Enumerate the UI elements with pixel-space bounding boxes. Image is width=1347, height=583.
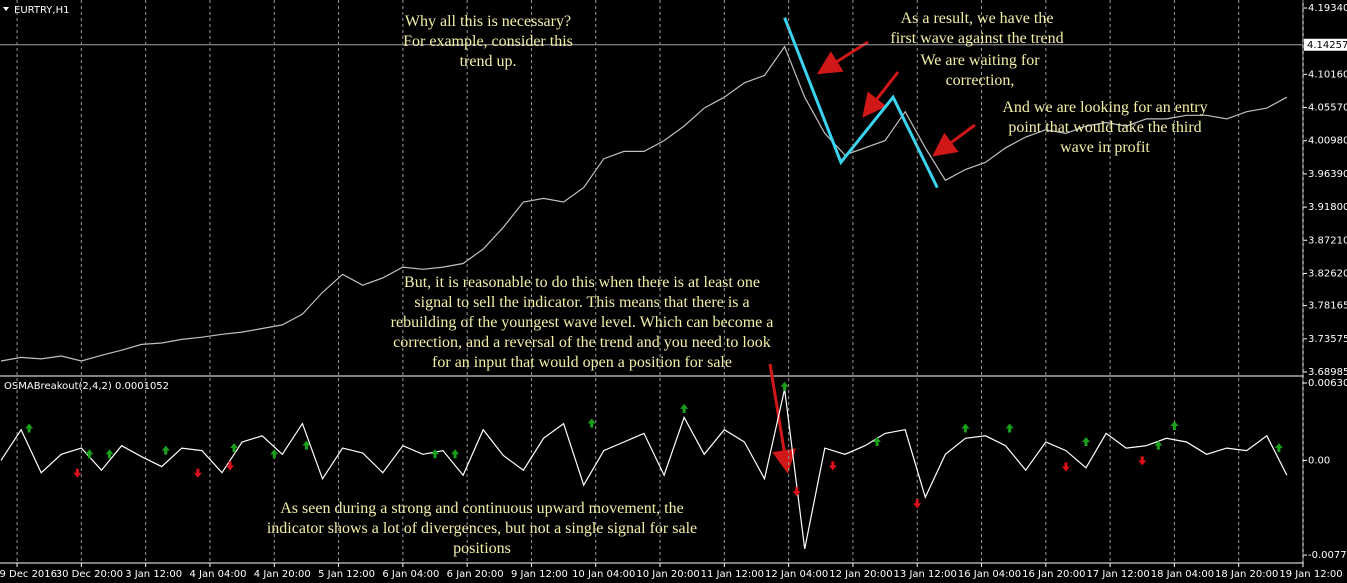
- x-tick-label: 4 Jan 20:00: [254, 569, 311, 580]
- sell-signal-arrow: [913, 499, 922, 509]
- x-tick-label: 17 Jan 12:00: [1086, 569, 1149, 580]
- buy-signal-arrow: [431, 449, 439, 459]
- annotation: We are waiting for correction,: [920, 52, 1040, 89]
- y-tick-label: 4.19340: [1308, 3, 1347, 14]
- buy-signal-arrow: [1274, 443, 1283, 453]
- annotation-arrow: [932, 123, 976, 157]
- y-tick-label: 3.73575: [1308, 334, 1347, 345]
- x-tick-label: 19 Jan 12:00: [1279, 569, 1342, 580]
- sell-signal-arrow: [193, 468, 202, 478]
- x-tick-label: 12 Jan 04:00: [765, 569, 828, 580]
- buy-signal-arrow: [780, 381, 789, 391]
- buy-signal-arrow: [1154, 440, 1163, 450]
- annotation: And we are looking for an entry point th…: [1002, 99, 1208, 156]
- x-tick-label: 10 Jan 20:00: [636, 569, 699, 580]
- sell-signal-arrow: [792, 487, 801, 497]
- x-tick-label: 12 Jan 20:00: [829, 569, 892, 580]
- buy-signal-arrow: [270, 449, 279, 459]
- buy-signal-arrow: [302, 440, 311, 450]
- y-tick-label: 0.00: [1308, 455, 1330, 466]
- x-tick-label: 11 Jan 12:00: [701, 569, 764, 580]
- buy-signal-arrow: [451, 449, 460, 459]
- symbol-menu-icon[interactable]: [3, 7, 9, 11]
- y-tick-label: -0.007703: [1308, 550, 1347, 561]
- buy-signal-arrow: [105, 449, 114, 459]
- buy-signal-arrow: [680, 403, 689, 413]
- x-tick-label: 10 Jan 04:00: [572, 569, 635, 580]
- y-tick-label: 3.91800: [1308, 202, 1347, 213]
- y-tick-label: 3.96390: [1308, 169, 1347, 180]
- annotation: Why all this is necessary? For example, …: [403, 13, 573, 70]
- price-line: [0, 45, 1288, 362]
- y-tick-label: 0.006303: [1308, 378, 1347, 389]
- x-tick-label: 16 Jan 20:00: [1022, 569, 1085, 580]
- y-tick-label: 4.00980: [1308, 136, 1347, 147]
- annotation: As a result, we have the first wave agai…: [890, 10, 1064, 47]
- price-line: [0, 389, 1288, 550]
- x-tick-label: 6 Jan 20:00: [447, 569, 504, 580]
- buy-signal-arrow: [1082, 436, 1090, 446]
- y-tick-label: 3.82620: [1308, 268, 1347, 279]
- y-tick-label: 4.05570: [1308, 103, 1347, 114]
- buy-signal-arrow: [873, 436, 882, 446]
- x-tick-label: 3 Jan 12:00: [125, 569, 182, 580]
- y-tick-label: 3.68985: [1308, 367, 1347, 378]
- buy-signal-arrow: [1005, 423, 1014, 433]
- x-tick-label: 18 Jan 20:00: [1215, 569, 1278, 580]
- x-tick-label: 9 Jan 12:00: [511, 569, 568, 580]
- buy-signal-arrow: [1170, 421, 1179, 431]
- x-tick-label: 18 Jan 04:00: [1151, 569, 1214, 580]
- x-tick-label: 16 Jan 04:00: [958, 569, 1021, 580]
- current-price-label: 4.14257: [1307, 40, 1347, 51]
- x-tick-label: 30 Dec 20:00: [56, 569, 123, 580]
- y-tick-label: 3.78165: [1308, 301, 1347, 312]
- annotation: But, it is reasonable to do this when th…: [390, 274, 774, 371]
- annotation: As seen during a strong and continuous u…: [266, 500, 698, 557]
- buy-signal-arrow: [161, 445, 170, 455]
- buy-signal-arrow: [85, 449, 94, 459]
- sell-signal-arrow: [828, 461, 837, 471]
- x-tick-label: 6 Jan 04:00: [382, 569, 439, 580]
- y-tick-label: 3.87210: [1308, 235, 1347, 246]
- indicator-title: OSMABreakout(2,4,2) 0.0001052: [4, 381, 169, 392]
- symbol-title: EURTRY,H1: [14, 5, 69, 16]
- buy-signal-arrow: [230, 443, 239, 453]
- y-tick-label: 4.10160: [1308, 69, 1347, 80]
- current-price-box: [1304, 38, 1347, 51]
- sell-signal-arrow: [1138, 456, 1147, 466]
- buy-signal-arrow: [961, 423, 970, 433]
- buy-signal-arrow: [25, 423, 34, 433]
- x-tick-label: 13 Jan 12:00: [894, 569, 957, 580]
- x-tick-label: 4 Jan 04:00: [189, 569, 246, 580]
- sell-signal-arrow: [1061, 462, 1070, 472]
- annotation-arrow: [816, 40, 869, 75]
- sell-signal-arrow: [73, 468, 82, 478]
- x-tick-label: 5 Jan 12:00: [318, 569, 375, 580]
- x-tick-label: 29 Dec 2016: [0, 569, 57, 580]
- annotation-arrow: [862, 71, 900, 118]
- sell-signal-arrow: [226, 461, 235, 471]
- wave-line: [783, 17, 939, 189]
- buy-signal-arrow: [587, 418, 596, 428]
